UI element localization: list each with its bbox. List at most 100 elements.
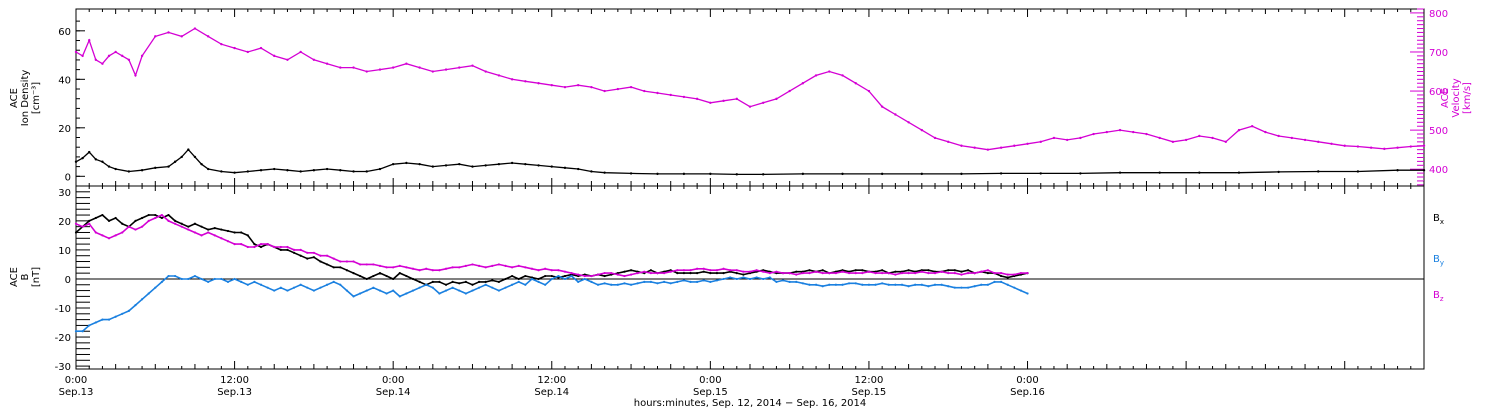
bx-point — [325, 263, 329, 266]
velocity-point — [418, 66, 421, 69]
by-point — [511, 283, 514, 286]
by-point — [398, 295, 401, 298]
bx-point — [193, 222, 197, 225]
density-point — [88, 150, 91, 154]
bx-point — [742, 273, 745, 276]
bz-point — [920, 270, 923, 273]
bx-point — [986, 272, 989, 275]
velocity-point — [339, 66, 342, 69]
by-point — [557, 274, 560, 278]
velocity-point — [603, 89, 606, 93]
date-tick-label: Sep.15 — [852, 387, 887, 398]
density-point — [1237, 171, 1241, 174]
bx-point — [544, 274, 547, 278]
bx-point — [689, 272, 692, 275]
bz-point — [107, 237, 111, 240]
density-point — [920, 172, 924, 176]
density-point — [524, 162, 527, 166]
bz-point — [127, 225, 130, 228]
velocity-point — [867, 89, 871, 93]
bz-point — [517, 264, 520, 267]
by-point — [861, 283, 864, 286]
bz-point — [385, 266, 388, 269]
by-point — [187, 277, 190, 281]
velocity-point — [1224, 140, 1227, 144]
by-point — [848, 282, 851, 285]
velocity-point — [537, 82, 540, 85]
by-point — [570, 274, 573, 278]
bz-point — [160, 213, 164, 217]
bz-point — [953, 272, 956, 275]
bx-point — [220, 228, 223, 231]
velocity-point — [101, 62, 104, 65]
bz-point — [894, 273, 897, 276]
by-point — [729, 276, 732, 279]
field-tick-label: 20 — [58, 217, 71, 228]
density-tick-label: 40 — [58, 75, 71, 86]
bz-point — [735, 269, 738, 272]
by-point — [74, 330, 78, 333]
bz-point — [669, 270, 672, 273]
velocity-point — [365, 70, 368, 73]
magnetic-field-series — [74, 213, 1029, 333]
density-point — [550, 165, 553, 168]
bx-point — [497, 280, 501, 283]
by-point — [220, 277, 223, 281]
bz-point — [497, 263, 501, 266]
bx-point — [213, 227, 216, 230]
time-tick-label: 12:00 — [855, 375, 884, 386]
velocity-point — [854, 82, 857, 85]
density-tick-label: 20 — [58, 124, 71, 135]
bz-point — [253, 245, 256, 249]
bz-point — [986, 269, 989, 272]
velocity-point — [286, 58, 289, 61]
velocity-point — [894, 113, 897, 116]
by-point — [814, 283, 818, 286]
by-point — [947, 285, 950, 288]
bz-point — [781, 272, 785, 275]
velocity-point — [206, 35, 210, 38]
velocity-point — [907, 121, 910, 124]
bz-point — [530, 267, 534, 270]
bz-point — [570, 272, 573, 275]
by-point — [940, 283, 943, 286]
bz-point — [114, 234, 117, 237]
bx-point — [279, 248, 282, 252]
velocity-point — [788, 89, 791, 93]
velocity-point — [933, 136, 937, 140]
legend-bz: Bz — [1433, 290, 1444, 303]
bz-point — [544, 267, 547, 270]
bz-point — [240, 242, 243, 246]
bx-point — [74, 231, 78, 234]
velocity-point — [920, 128, 924, 132]
bz-point — [999, 272, 1003, 275]
axis-label-line: Velocity — [1451, 78, 1462, 117]
bz-point — [193, 231, 197, 234]
by-point — [768, 276, 771, 279]
bx-point — [491, 279, 494, 282]
velocity-point — [722, 99, 725, 103]
by-point — [583, 277, 586, 281]
bz-point — [292, 248, 296, 252]
bz-point — [583, 274, 586, 278]
by-point — [477, 286, 481, 289]
bx-point — [444, 283, 448, 286]
bz-point — [504, 264, 507, 267]
velocity-point — [986, 148, 990, 151]
velocity-point — [1079, 136, 1082, 140]
density-point — [1356, 170, 1360, 173]
density-point — [339, 169, 342, 172]
by-point — [577, 280, 580, 283]
bz-point — [325, 254, 329, 257]
velocity-point — [1409, 145, 1412, 148]
by-point — [596, 283, 600, 286]
velocity-axis-label: ACEVelocity[km/s] — [1440, 78, 1473, 117]
bx-point — [365, 277, 368, 281]
velocity-point — [775, 97, 778, 101]
velocity-point — [510, 78, 514, 81]
density-point — [206, 167, 210, 171]
density-point — [484, 164, 487, 167]
time-tick-label: 0:00 — [382, 375, 404, 386]
by-point — [352, 295, 355, 298]
